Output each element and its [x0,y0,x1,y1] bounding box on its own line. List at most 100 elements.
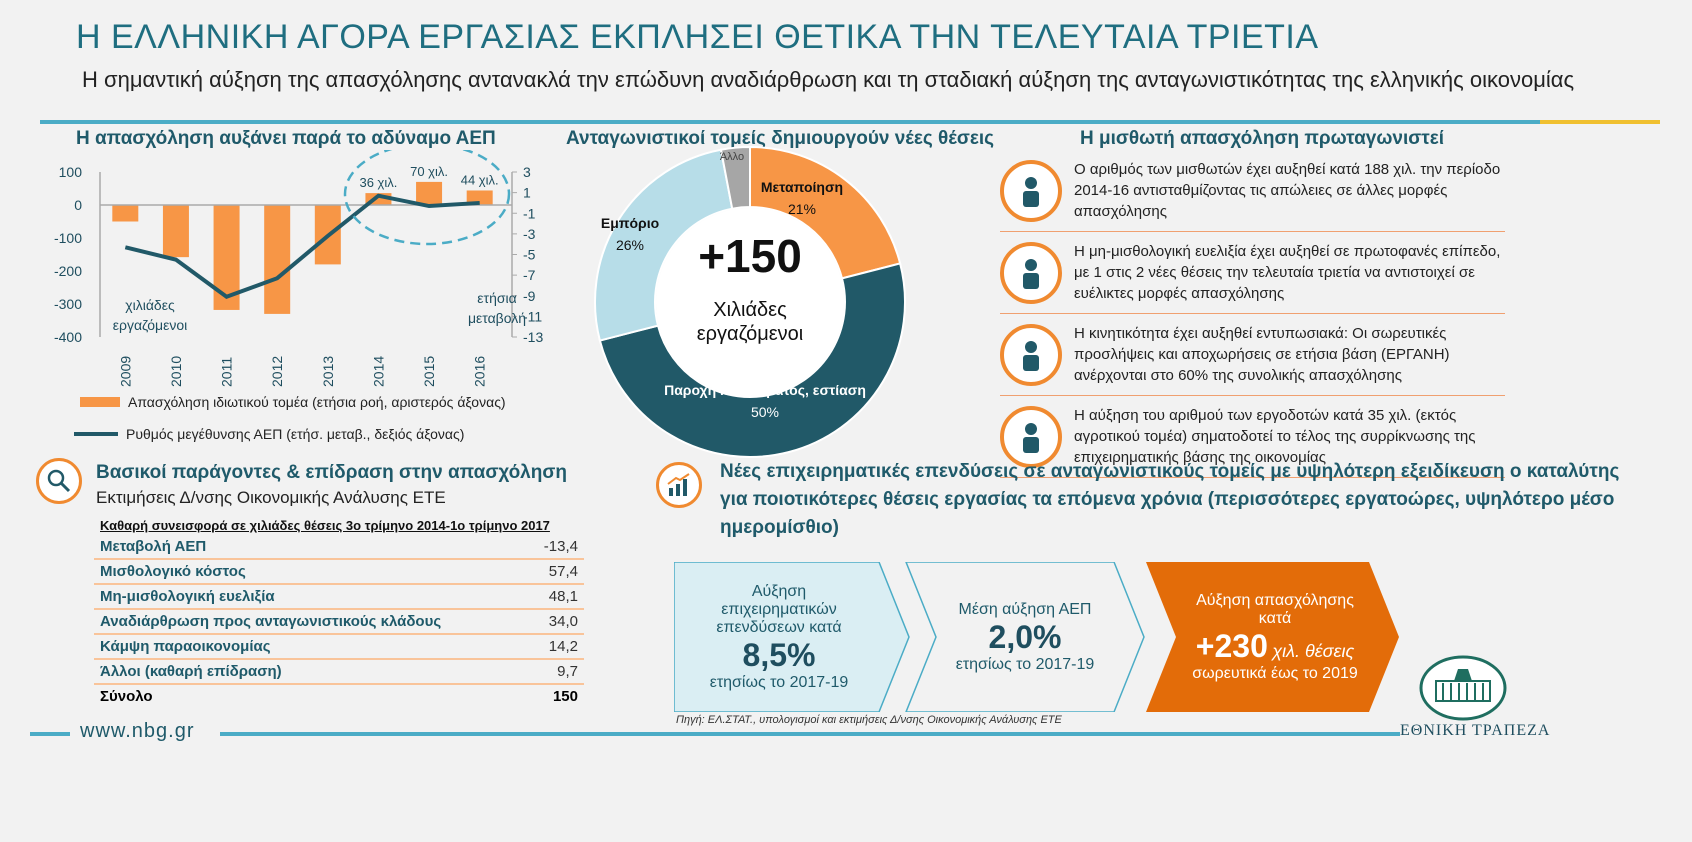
right-tick-label: -9 [523,288,536,304]
list-item-text: Η αύξηση του αριθμού των εργοδοτών κατά … [1074,407,1476,466]
donut-hole [656,208,844,396]
gdp-line [124,193,480,300]
group-icon [1000,405,1062,468]
x-tick-label: 2012 [269,356,285,387]
right-title: Η μισθωτή απασχόληση πρωταγωνιστεί [1080,128,1445,149]
divider [30,732,70,736]
employment-box: Αύξηση απασχόλησης κατά +230 χιλ. θέσεις σ… [1170,562,1380,712]
factor-value: 14,2 [527,634,584,660]
list-item-text: Η μη-μισθολογική ευελιξία έχει αυξηθεί σ… [1074,243,1501,302]
divider [40,120,1620,124]
legend-swatch [80,397,120,407]
bank-logo-text: ΕΘΝΙΚΗ ΤΡΑΠΕΖΑ [1400,722,1551,739]
table-row: Μη-μισθολογική ευελιξία 48,1 [94,584,584,610]
outlook-chevrons [674,562,1399,712]
legend-label: Ρυθμός μεγέθυνσης ΑΕΠ (ετήσ. μεταβ., δεξ… [126,426,465,442]
box-value: 8,5% [742,636,816,673]
x-tick-label: 2013 [320,356,336,387]
list-item: Η κινητικότητα έχει αυξηθεί εντυπωσιακά:… [1000,314,1505,396]
person-arrows-icon [1000,323,1062,386]
bar-data-label: 36 χιλ. [359,175,397,190]
total-row: Σύνολο 150 [94,684,584,708]
gdp-box: Μέση αύξηση ΑΕΠ 2,0% ετησίως το 2017-19 [930,562,1120,712]
slice-label: Άλλο [720,151,744,163]
legend-label: Απασχόληση ιδιωτικού τομέα (ετήσια ροή, … [128,394,506,410]
legend-swatch [74,432,118,436]
table-header: Καθαρή συνεισφορά σε χιλιάδες θέσεις 3ο … [100,518,550,533]
clock-person-icon [1000,241,1062,304]
factor-value: 34,0 [527,609,584,635]
box-note: σωρευτικά έως το 2019 [1192,664,1358,682]
right-axis-label: μεταβολή [468,310,526,326]
total-value: 150 [552,688,578,705]
center-label: Χιλιάδες [713,299,787,321]
list-item-text: Ο αριθμός των μισθωτών έχει αυξηθεί κατά… [1074,161,1501,220]
table-row: Μεταβολή ΑΕΠ -13,4 [94,535,584,560]
right-axis-label: ετήσια [477,290,516,306]
bar-2010 [162,205,189,258]
box-note: ετησίως το 2017-19 [955,655,1095,673]
page-title: Η ΕΛΛΗΝΙΚΗ ΑΓΟΡΑ ΕΡΓΑΣΙΑΣ ΕΚΠΛΗΣΕΙ ΘΕΤΙΚ… [76,18,1319,56]
slice-2 [594,148,734,342]
factor-label: Άλλοι (καθαρή επίδραση) [94,659,528,685]
right-tick-label: -5 [523,247,536,263]
box-label: Αύξηση επιχειρηματικών επενδύσεων κατά [716,582,842,636]
factor-label: Μισθολογικό κόστος [94,559,528,585]
bar-2014 [365,193,392,205]
x-tick-label: 2015 [421,356,437,387]
bar-2012 [264,205,291,314]
divider-accent [1540,120,1660,124]
bar-2009 [112,205,139,222]
slice-pct: 21% [788,201,816,217]
total-label: Σύνολο [100,688,153,705]
investment-box: Αύξηση επιχειρηματικών επενδύσεων κατά 8,… [676,562,882,712]
list-item-text: Η κινητικότητα έχει αυξηθεί εντυπωσιακά:… [1074,325,1450,384]
divider [220,732,1400,736]
box-value: 2,0% [988,618,1062,655]
bar-data-label: 70 χιλ. [410,164,448,179]
box-note: ετησίως το 2017-19 [709,673,849,691]
list-item: Η αύξηση του αριθμού των εργοδοτών κατά … [1000,396,1505,478]
right-tick-label: -7 [523,267,536,283]
list-item: Ο αριθμός των μισθωτών έχει αυξηθεί κατά… [1000,150,1505,232]
legend-line: Ρυθμός μεγέθυνσης ΑΕΠ (ετήσ. μεταβ., δεξ… [74,426,464,442]
right-tick-label: 3 [523,164,531,180]
bank-logo-icon [1419,655,1507,721]
slice-label: Μεταποίηση [761,179,843,195]
x-tick-label: 2014 [370,356,386,387]
slice-pct: 26% [616,237,644,253]
factors-subtitle: Εκτιμήσεις Δ/νσης Οικονομικής Ανάλυσης Ε… [96,488,446,507]
box-value: +230 [1195,627,1268,664]
factor-value: -13,4 [527,535,584,560]
outlook-title: Νέες επιχειρηματικές επενδύσεις σε ανταγ… [720,461,1620,538]
factor-value: 48,1 [527,584,584,610]
x-tick-label: 2016 [472,356,488,387]
factor-label: Αναδιάρθρωση προς ανταγωνιστικούς κλάδου… [94,609,528,635]
highlight-ellipse [343,150,511,246]
left-axis-label: χιλιάδες [125,297,175,313]
list-item: Η μη-μισθολογική ευελιξία έχει αυξηθεί σ… [1000,232,1505,314]
slice-pct: 50% [751,404,779,420]
factor-value: 9,7 [527,659,584,685]
x-tick-label: 2009 [117,356,133,387]
legend-bar: Απασχόληση ιδιωτικού τομέα (ετήσια ροή, … [80,394,506,410]
center-value: +150 [698,230,802,282]
chart-title: Η απασχόληση αυξάνει παρά το αδύναμο ΑΕΠ [76,128,496,149]
left-tick-label: 100 [59,164,83,180]
slice-label: Εμπόριο [601,215,659,231]
left-tick-label: -200 [54,263,82,279]
source-note: Πηγή: ΕΛ.ΣΤΑΤ., υπολογισμοί και εκτιμήσε… [676,714,1062,726]
x-tick-label: 2010 [168,356,184,387]
bar-2015 [416,181,443,205]
left-tick-label: -400 [54,329,82,345]
employment-gdp-chart: 100 0 -100 -200 -300 -400 3 1 -1 -3 -5 -7 -9 -11 -13 20… [54,150,543,387]
left-tick-label: -100 [54,230,82,246]
factor-value: 57,4 [527,559,584,585]
table-row: Άλλοι (καθαρή επίδραση) 9,7 [94,659,584,685]
factors-title: Βασικοί παράγοντες & επίδραση στην απασχ… [96,462,567,483]
right-list: Ο αριθμός των μισθωτών έχει αυξηθεί κατά… [1000,150,1505,478]
bar-growth-people-icon [1000,159,1062,222]
center-label: εργαζόμενοι [697,323,803,345]
website-link[interactable]: www.nbg.gr [80,720,195,742]
